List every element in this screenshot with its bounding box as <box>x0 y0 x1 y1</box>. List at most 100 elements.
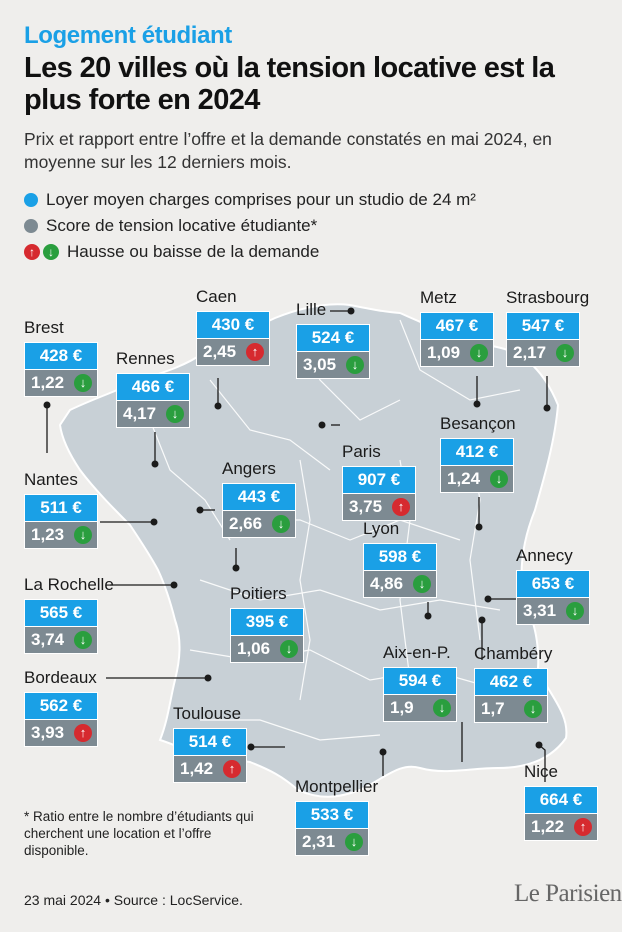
city-dot <box>232 564 240 572</box>
score-box: 1,24 ↓ <box>440 466 514 493</box>
city-name-annecy: Annecy <box>516 546 573 565</box>
score-box: 3,75 ↑ <box>342 494 416 521</box>
arrow-up-icon: ↑ <box>24 244 40 260</box>
city-marker: Lille 524 € 3,05 ↓ <box>296 300 370 379</box>
rent-value: 462 € <box>474 668 548 696</box>
rent-value: 430 € <box>196 311 270 339</box>
arrow-up-icon: ↑ <box>223 760 241 778</box>
score-value: 4,17 <box>123 404 157 423</box>
score-box: 1,06 ↓ <box>230 636 304 663</box>
rent-value: 412 € <box>440 438 514 466</box>
city-marker: Lyon 598 € 4,86 ↓ <box>363 519 437 598</box>
city-name-montpellier: Montpellier <box>295 777 379 796</box>
city-name-rennes: Rennes <box>116 349 175 368</box>
kicker: Logement étudiant <box>24 22 232 49</box>
city-marker: Besançon 412 € 1,24 ↓ <box>440 414 516 493</box>
score-box: 2,31 ↓ <box>295 829 369 856</box>
city-dot <box>318 421 326 429</box>
city-dot <box>543 404 551 412</box>
score-box: 1,09 ↓ <box>420 340 494 367</box>
city-marker: Nantes 511 € 1,23 ↓ <box>24 470 98 549</box>
city-dot <box>150 518 158 526</box>
score-value: 1,22 <box>531 817 565 836</box>
score-value: 1,9 <box>390 698 414 717</box>
legend-score-label: Score de tension locative étudiante* <box>46 216 318 235</box>
city-name-nantes: Nantes <box>24 470 78 489</box>
city-marker: Toulouse 514 € 1,42 ↑ <box>173 704 247 783</box>
city-dot <box>484 595 492 603</box>
score-value: 1,23 <box>31 525 65 544</box>
city-marker: Annecy 653 € 3,31 ↓ <box>516 546 590 625</box>
legend-score: Score de tension locative étudiante* <box>24 215 317 237</box>
city-dot <box>473 400 481 408</box>
city-name-lille: Lille <box>296 300 327 319</box>
footnote: * Ratio entre le nombre d’étudiants qui … <box>24 809 254 858</box>
score-value: 3,31 <box>523 601 557 620</box>
score-value: 1,7 <box>481 699 505 718</box>
score-value: 3,74 <box>31 630 65 649</box>
arrow-down-icon: ↓ <box>166 405 184 423</box>
city-name-caen: Caen <box>196 287 237 306</box>
score-value: 2,31 <box>302 832 336 851</box>
source: 23 mai 2024 • Source : LocService. <box>24 892 243 908</box>
score-box: 4,86 ↓ <box>363 571 437 598</box>
score-box: 1,22 ↓ <box>24 370 98 397</box>
city-marker: Chambéry 462 € 1,7 ↓ <box>474 644 552 723</box>
legend-trend: ↑ ↓ Hausse ou baisse de la demande <box>24 241 319 263</box>
city-name-la-rochelle: La Rochelle <box>24 575 114 594</box>
arrow-down-icon: ↓ <box>524 700 542 718</box>
arrow-down-icon: ↓ <box>43 244 59 260</box>
score-box: 1,7 ↓ <box>474 696 548 723</box>
leader-lines <box>46 310 548 782</box>
city-dot <box>151 460 159 468</box>
arrow-down-icon: ↓ <box>346 356 364 374</box>
city-marker: Bordeaux 562 € 3,93 ↑ <box>24 668 98 747</box>
score-value: 2,66 <box>229 514 263 533</box>
legend-rent: Loyer moyen charges comprises pour un st… <box>24 189 476 211</box>
arrow-up-icon: ↑ <box>574 818 592 836</box>
arrow-down-icon: ↓ <box>433 699 451 717</box>
arrow-down-icon: ↓ <box>74 631 92 649</box>
city-name-bordeaux: Bordeaux <box>24 668 97 687</box>
score-value: 1,06 <box>237 639 271 658</box>
rent-value: 511 € <box>24 494 98 522</box>
score-box: 2,45 ↑ <box>196 339 270 366</box>
score-value: 3,75 <box>349 497 383 516</box>
score-value: 1,42 <box>180 759 214 778</box>
city-marker: Paris 907 € 3,75 ↑ <box>342 442 416 521</box>
arrow-down-icon: ↓ <box>566 602 584 620</box>
rent-value: 547 € <box>506 312 580 340</box>
arrow-up-icon: ↑ <box>392 498 410 516</box>
legend-trend-label: Hausse ou baisse de la demande <box>67 242 320 261</box>
score-value: 3,93 <box>31 723 65 742</box>
city-name-toulouse: Toulouse <box>173 704 242 723</box>
city-marker: Montpellier 533 € 2,31 ↓ <box>295 777 378 856</box>
arrow-down-icon: ↓ <box>490 470 508 488</box>
city-name-angers: Angers <box>222 459 276 478</box>
city-marker: Brest 428 € 1,22 ↓ <box>24 318 98 397</box>
rent-value: 598 € <box>363 543 437 571</box>
city-name-brest: Brest <box>24 318 64 337</box>
city-name-paris: Paris <box>342 442 381 461</box>
rent-value: 467 € <box>420 312 494 340</box>
rent-value: 565 € <box>24 599 98 627</box>
rent-value: 466 € <box>116 373 190 401</box>
rent-value: 514 € <box>173 728 247 756</box>
page-title: Les 20 villes où la tension locative est… <box>24 52 555 116</box>
rent-value: 533 € <box>295 801 369 829</box>
subtitle: Prix et rapport entre l’offre et la dema… <box>24 129 552 172</box>
score-box: 1,42 ↑ <box>173 756 247 783</box>
city-dot <box>204 674 212 682</box>
city-dot <box>535 741 543 749</box>
rent-value: 664 € <box>524 786 598 814</box>
le-parisien-logo: Le Parisien <box>514 880 622 907</box>
city-dot <box>478 616 486 624</box>
score-box: 3,31 ↓ <box>516 598 590 625</box>
score-value: 3,05 <box>303 355 337 374</box>
rent-value: 562 € <box>24 692 98 720</box>
rent-value: 443 € <box>222 483 296 511</box>
score-value: 1,22 <box>31 373 65 392</box>
score-value: 2,45 <box>203 342 237 361</box>
city-marker: Strasbourg 547 € 2,17 ↓ <box>506 288 589 367</box>
score-box: 1,22 ↑ <box>524 814 598 841</box>
